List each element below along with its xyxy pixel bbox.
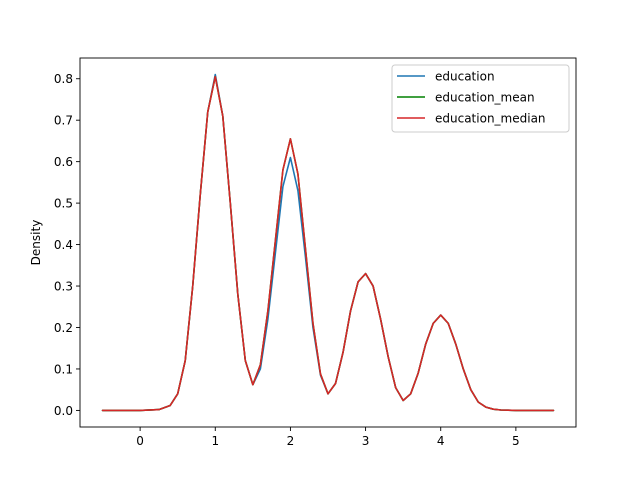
y-tick-label: 0.1 [54, 362, 73, 376]
legend: education education_mean education_median [391, 64, 570, 133]
y-tick-label: 0.3 [54, 280, 73, 294]
x-tick-label: 0 [136, 434, 144, 448]
legend-label: education_median [435, 112, 546, 126]
x-tick-label: 1 [211, 434, 219, 448]
legend-label: education [435, 70, 495, 84]
y-tick-label: 0.4 [54, 238, 73, 252]
legend-box [391, 64, 570, 133]
x-tick-label: 5 [512, 434, 520, 448]
x-tick-label: 2 [287, 434, 295, 448]
legend-label: education_mean [435, 91, 535, 105]
x-tick-label: 4 [437, 434, 445, 448]
y-tick-label: 0.5 [54, 197, 73, 211]
y-tick-label: 0.8 [54, 72, 73, 86]
axes-layer: 0 1 2 3 4 5 0.0 0.1 0.2 0.3 0.4 0.5 0.6 0.7 0.8 Density [29, 57, 577, 448]
series-layer [101, 73, 555, 412]
plot-frame [79, 57, 577, 428]
y-tick-label: 0.7 [54, 114, 73, 128]
series-line-education-median [101, 75, 555, 412]
x-tick-label: 3 [362, 434, 370, 448]
y-tick-label: 0.0 [54, 404, 73, 418]
y-tick-label: 0.6 [54, 155, 73, 169]
y-tick-label: 0.2 [54, 321, 73, 335]
y-axis-label: Density [29, 220, 43, 266]
